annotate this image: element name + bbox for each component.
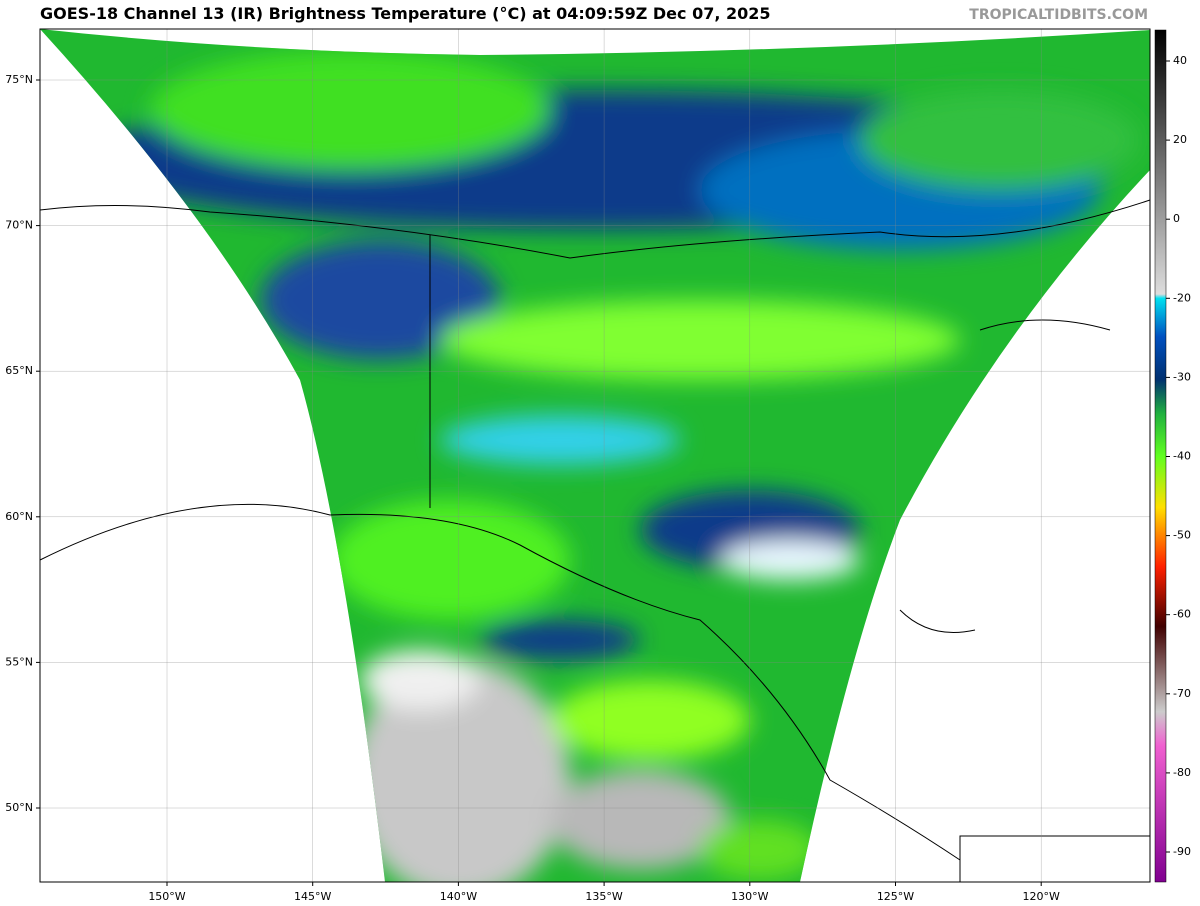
lat-label: 70°N	[5, 219, 33, 232]
colorbar-label: -30	[1173, 370, 1191, 383]
colorbar-label: 20	[1173, 133, 1187, 146]
map-panel	[39, 28, 1151, 883]
colorbar-label: 40	[1173, 54, 1187, 67]
colorbar-label: -90	[1173, 845, 1191, 858]
lon-label: 125°W	[877, 890, 914, 903]
lat-label: 75°N	[5, 73, 33, 86]
colorbar-label: -40	[1173, 450, 1191, 463]
colorbar	[1154, 29, 1167, 883]
colorbar-label: -70	[1173, 687, 1191, 700]
colorbar-label: -20	[1173, 291, 1191, 304]
lat-label: 55°N	[5, 655, 33, 668]
lon-label: 120°W	[1023, 890, 1060, 903]
lon-label: 130°W	[731, 890, 768, 903]
lon-label: 135°W	[585, 890, 622, 903]
lon-label: 145°W	[294, 890, 331, 903]
lat-label: 50°N	[5, 801, 33, 814]
lat-label: 60°N	[5, 510, 33, 523]
colorbar-label: -80	[1173, 766, 1191, 779]
lat-label: 65°N	[5, 364, 33, 377]
colorbar-label: 0	[1173, 212, 1180, 225]
border	[959, 835, 1150, 882]
map-frame	[39, 28, 1151, 883]
coastline	[39, 199, 1151, 861]
colorbar-label: -60	[1173, 608, 1191, 621]
colorbar-label: -50	[1173, 529, 1191, 542]
title: GOES-18 Channel 13 (IR) Brightness Tempe…	[40, 4, 771, 23]
lon-label: 140°W	[440, 890, 477, 903]
watermark: TROPICALTIDBITS.COM	[969, 7, 1148, 23]
lon-label: 150°W	[148, 890, 185, 903]
